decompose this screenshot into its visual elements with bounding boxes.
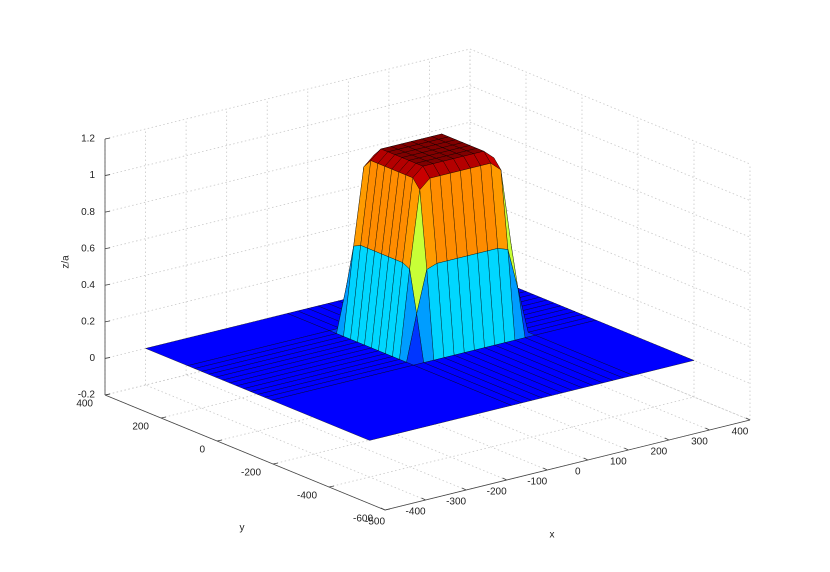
y-tick <box>216 439 223 442</box>
x-tick-label: -300 <box>446 497 466 508</box>
y-tick <box>328 485 335 488</box>
x-tick <box>664 437 670 441</box>
x-tick <box>421 497 426 501</box>
x-tick-label: -100 <box>527 477 547 488</box>
x-tick-label: -500 <box>365 517 385 528</box>
y-tick <box>272 462 279 465</box>
x-axis-label: x <box>550 530 555 541</box>
x-tick <box>461 487 467 491</box>
z-axis-label: z/a <box>61 255 72 269</box>
z-tick-label: 1 <box>89 170 95 181</box>
x-tick-label: 100 <box>610 457 627 468</box>
z-tick-label: 0.6 <box>81 243 95 254</box>
x-tick-label: -400 <box>406 507 426 518</box>
x-axis <box>384 419 751 511</box>
x-tick <box>543 467 548 471</box>
z-tick <box>104 137 111 140</box>
grid-line <box>104 48 751 165</box>
grid-line <box>185 119 467 491</box>
grid-line <box>104 121 751 238</box>
y-tick-label: 200 <box>132 422 149 433</box>
z-tick-label: 1.2 <box>81 134 95 145</box>
surface-patch <box>271 365 512 441</box>
x-tick <box>705 427 710 431</box>
y-tick-label: 400 <box>76 399 93 410</box>
y-tick <box>384 508 391 511</box>
z-tick-label: 0.2 <box>81 316 95 327</box>
x-tick <box>745 417 751 421</box>
x-tick-label: -200 <box>487 487 507 498</box>
z-tick <box>104 320 111 323</box>
y-axis-label: y <box>240 523 245 534</box>
z-tick-label: 0.8 <box>81 207 95 218</box>
x-tick <box>583 457 588 461</box>
z-tick-label: 0.4 <box>81 280 95 291</box>
z-tick <box>104 210 111 213</box>
x-tick-label: 400 <box>732 427 749 438</box>
y-tick-label: 0 <box>199 445 205 456</box>
z-tick-label: 0 <box>89 353 95 364</box>
y-tick-label: -400 <box>297 491 317 502</box>
x-tick-label: 200 <box>651 447 668 458</box>
x-tick <box>502 477 507 481</box>
y-tick-label: -200 <box>241 468 261 479</box>
z-tick <box>104 357 111 359</box>
z-tick <box>104 393 111 396</box>
x-tick <box>624 447 629 451</box>
x-tick-label: 0 <box>575 467 581 478</box>
z-tick <box>104 174 111 176</box>
z-tick <box>104 283 111 286</box>
grid-line <box>104 85 751 201</box>
x-tick <box>380 507 386 511</box>
y-axis <box>104 394 386 511</box>
y-tick <box>160 416 167 419</box>
grid-line <box>145 129 426 501</box>
y-tick-label: -600 <box>353 514 373 525</box>
x-tick-label: 300 <box>691 437 708 448</box>
z-tick <box>104 247 111 250</box>
grid-line <box>328 141 695 488</box>
z-tick-label: -0.2 <box>78 390 96 401</box>
